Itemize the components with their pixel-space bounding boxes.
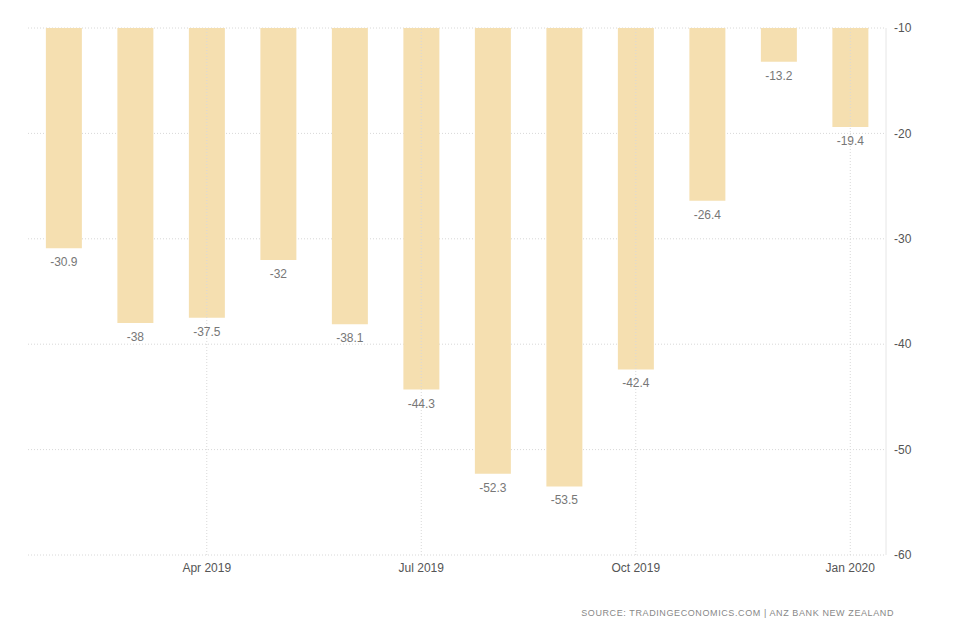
svg-text:-53.5: -53.5 <box>551 493 579 507</box>
svg-text:-10: -10 <box>894 21 912 35</box>
svg-text:-30.9: -30.9 <box>50 255 78 269</box>
svg-text:Apr 2019: Apr 2019 <box>182 561 231 575</box>
html-text:SOURCE: TRADINGECONOMICS.COM |: SOURCE: TRADINGECONOMICS.COM | ANZ BANK … <box>581 608 894 618</box>
svg-text:-32: -32 <box>270 267 288 281</box>
svg-text:-52.3: -52.3 <box>479 481 507 495</box>
svg-text:-44.3: -44.3 <box>408 397 436 411</box>
svg-text:-30: -30 <box>894 232 912 246</box>
svg-text:-40: -40 <box>894 337 912 351</box>
svg-text:-20: -20 <box>894 127 912 141</box>
svg-text:-26.4: -26.4 <box>694 208 722 222</box>
svg-text:Oct 2019: Oct 2019 <box>611 561 660 575</box>
svg-text:-60: -60 <box>894 548 912 562</box>
svg-text:-13.2: -13.2 <box>765 69 793 83</box>
svg-text:-38: -38 <box>127 330 145 344</box>
svg-text:-19.4: -19.4 <box>837 134 865 148</box>
svg-text:Jul 2019: Jul 2019 <box>399 561 445 575</box>
svg-text:Jan 2020: Jan 2020 <box>826 561 876 575</box>
svg-text:-37.5: -37.5 <box>193 325 221 339</box>
svg-text:-38.1: -38.1 <box>336 331 364 345</box>
svg-text:-42.4: -42.4 <box>622 376 650 390</box>
svg-text:-50: -50 <box>894 443 912 457</box>
